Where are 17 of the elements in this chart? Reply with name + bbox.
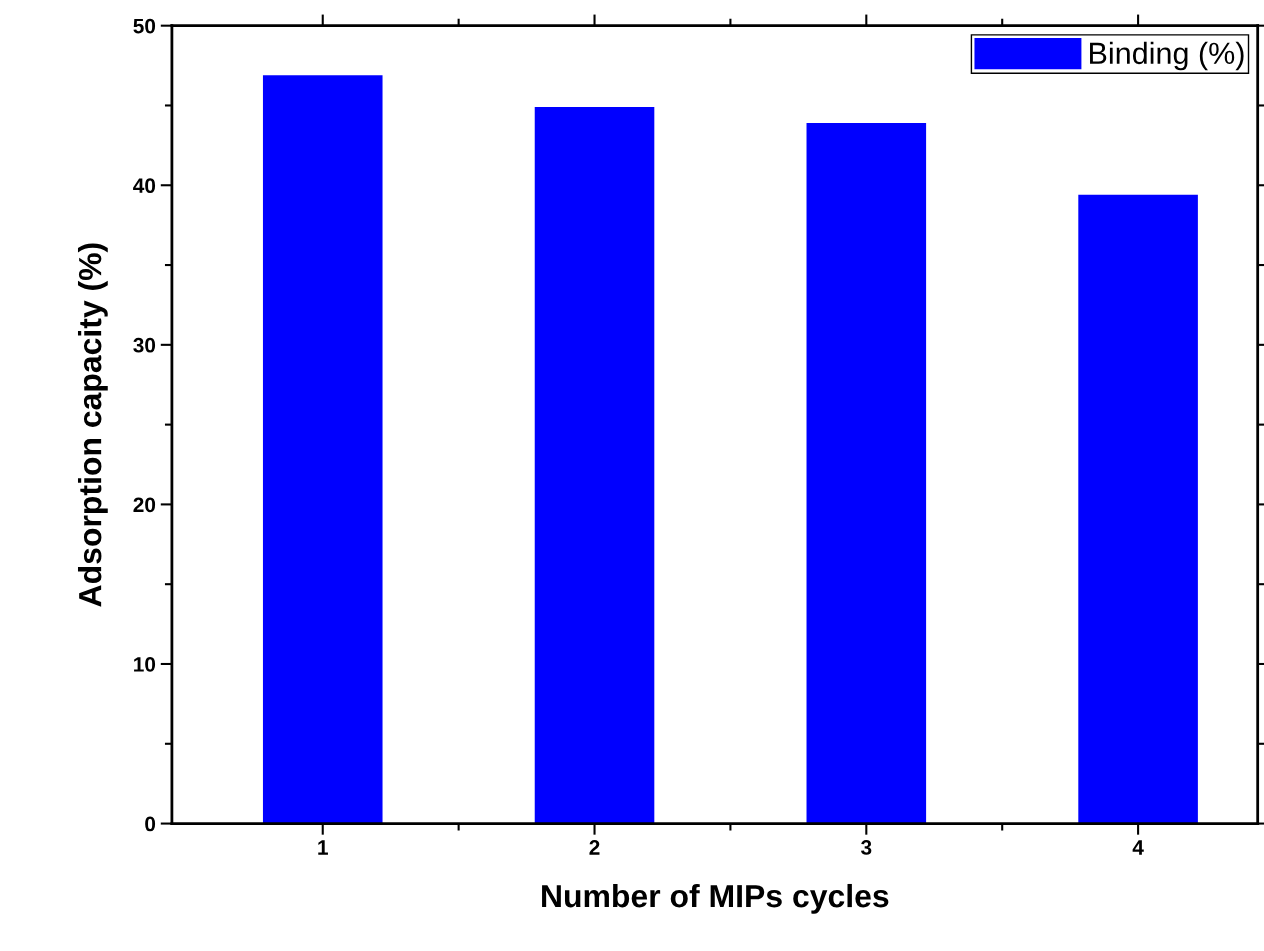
x-tick-label: 4	[1132, 840, 1144, 855]
y-tick-label: 40	[133, 178, 156, 194]
legend-label: Binding (%)	[1090, 41, 1244, 71]
y-tick-label: 30	[133, 337, 156, 353]
y-tick-label: 10	[134, 656, 156, 672]
y-tick-label: 20	[133, 497, 156, 513]
y-axis-title: Adsorption capacity (%)	[77, 243, 108, 607]
bar	[1078, 194, 1198, 824]
y-tick-label: 0	[145, 816, 156, 832]
bar	[534, 107, 655, 824]
y-tick-label: 50	[133, 18, 156, 34]
x-tick-label: 2	[589, 840, 600, 855]
x-tick-label: 3	[861, 840, 872, 855]
x-tick-label: 1	[318, 840, 328, 855]
bar	[806, 123, 927, 824]
x-axis-title: Number of MIPs cycles	[542, 883, 889, 914]
bar	[262, 75, 383, 824]
